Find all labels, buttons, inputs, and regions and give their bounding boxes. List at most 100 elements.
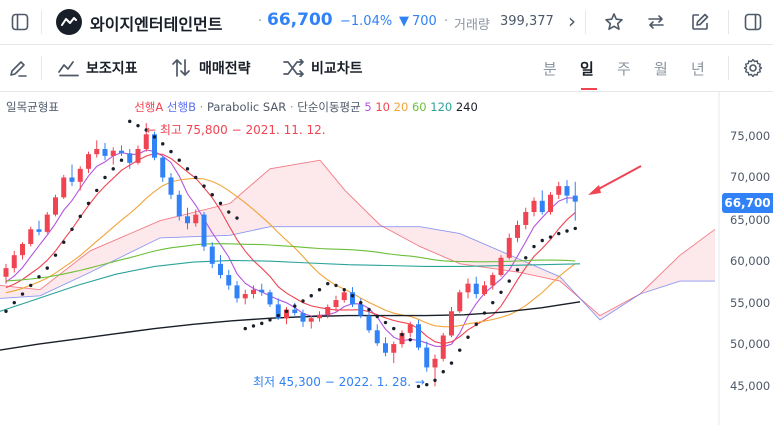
candle-body (564, 186, 570, 196)
sar-dot (425, 382, 429, 387)
legend-dot: · (199, 100, 204, 114)
panel-toggle-icon[interactable] (741, 10, 765, 34)
candle-body (457, 292, 463, 312)
star-icon[interactable] (601, 9, 627, 35)
y-tick: 75,000 (730, 129, 771, 143)
sar-dot (161, 142, 165, 146)
high-annotation-text: 최고 75,800 − 2021. 11. 12. (159, 123, 326, 137)
candle-body (234, 285, 240, 299)
candle-body (176, 194, 182, 217)
candle-body (473, 283, 479, 295)
period-minute-tab[interactable]: 분 (543, 60, 557, 78)
candle-body (424, 347, 430, 368)
candle-body (482, 285, 487, 295)
candle-body (20, 243, 25, 256)
chart-legend: 일목균형표 선행A 선행B · Parabolic SAR · 단순이동평균 5… (6, 99, 566, 115)
sar-dot (243, 326, 247, 331)
candle-body (28, 229, 34, 244)
ma-legend-label[interactable]: 단순이동평균 (297, 100, 361, 114)
strategy-label: 매매전략 (199, 61, 251, 77)
y-tick: 55,000 (730, 296, 771, 310)
candle-body (374, 330, 380, 344)
more-chevron-icon[interactable]: › (568, 9, 576, 33)
ma-line (0, 301, 581, 351)
ichimoku-legend[interactable]: 일목균형표 (6, 100, 59, 114)
sar-dot (334, 283, 338, 288)
candle-body (242, 294, 248, 299)
candle-body (300, 313, 306, 322)
candle-body (548, 194, 553, 213)
span-b-legend[interactable]: 선행B (166, 100, 196, 114)
sar-dot (235, 216, 239, 220)
sidebar-toggle-icon[interactable] (8, 10, 32, 34)
strategy-button[interactable]: 매매전략 (171, 57, 251, 79)
compare-label: 비교차트 (311, 61, 363, 77)
sar-legend[interactable]: Parabolic SAR (206, 100, 287, 114)
sar-dot (350, 294, 355, 298)
period-day-tab[interactable]: 일 (580, 60, 594, 78)
ma5-legend: 5 (364, 100, 372, 114)
compare-button[interactable]: 비교차트 (283, 57, 363, 79)
swap-arrows-icon[interactable] (643, 9, 669, 35)
price-chart[interactable]: 일목균형표 선행A 선행B · Parabolic SAR · 단순이동평균 5… (0, 92, 773, 425)
period-year-tab[interactable]: 년 (691, 60, 705, 78)
settings-gear-icon[interactable] (741, 56, 765, 80)
candle-body (77, 168, 83, 182)
sar-dot (119, 158, 124, 162)
candle-body (86, 154, 91, 169)
candle-body (572, 195, 578, 202)
sar-dot (499, 290, 503, 295)
candle-body (317, 314, 322, 319)
candle-body (465, 283, 471, 293)
candle-body (119, 150, 124, 154)
candle-body (407, 324, 413, 333)
y-tick: 45,000 (730, 379, 771, 393)
sar-dot (202, 184, 206, 188)
sar-dot (367, 307, 371, 312)
sar-dot (359, 300, 363, 305)
chart-canvas[interactable] (0, 92, 773, 425)
ma-line (5, 149, 576, 348)
sar-dot (375, 314, 379, 319)
current-price: 66,700 (267, 10, 333, 30)
candle-body (275, 304, 281, 319)
candle-body (53, 197, 58, 215)
period-month-tab[interactable]: 월 (654, 60, 668, 78)
candle-body (539, 200, 545, 213)
sar-dot (491, 300, 495, 305)
sar-dot (342, 288, 346, 292)
sar-dot (466, 335, 470, 339)
sar-dot (152, 135, 157, 139)
active-period-underline (581, 88, 597, 90)
candle-body (185, 216, 190, 224)
sar-dot (86, 201, 91, 206)
span-a-legend[interactable]: 선행A (134, 100, 164, 114)
period-week-tab[interactable]: 주 (617, 60, 631, 78)
y-tick: 65,000 (730, 213, 771, 227)
sar-dot (326, 281, 330, 286)
span-b-line (0, 226, 715, 321)
sar-dot (408, 338, 412, 342)
sar-dot (573, 226, 577, 231)
sar-dot (37, 275, 41, 279)
candle-body (490, 275, 496, 286)
sar-dot (251, 324, 256, 328)
sar-dot (111, 167, 115, 171)
drawing-pen-icon[interactable] (6, 56, 30, 80)
candle-body (366, 315, 372, 331)
ma-line (5, 177, 576, 328)
sar-dot (29, 283, 33, 288)
candle-body (350, 292, 355, 305)
candle-body (259, 289, 265, 293)
indicators-button[interactable]: 보조지표 (58, 57, 138, 79)
low-annotation-text: 최저 45,300 − 2022. 1. 28. (253, 375, 412, 389)
sar-dot (532, 244, 536, 249)
candle-body (3, 268, 9, 277)
sar-dot (169, 149, 173, 154)
candle-body (506, 237, 512, 258)
edit-icon[interactable] (687, 9, 713, 35)
strategy-arrows-icon (172, 59, 190, 77)
sar-dot (4, 309, 8, 313)
candle-body (523, 212, 529, 225)
indicators-icon (58, 61, 79, 77)
